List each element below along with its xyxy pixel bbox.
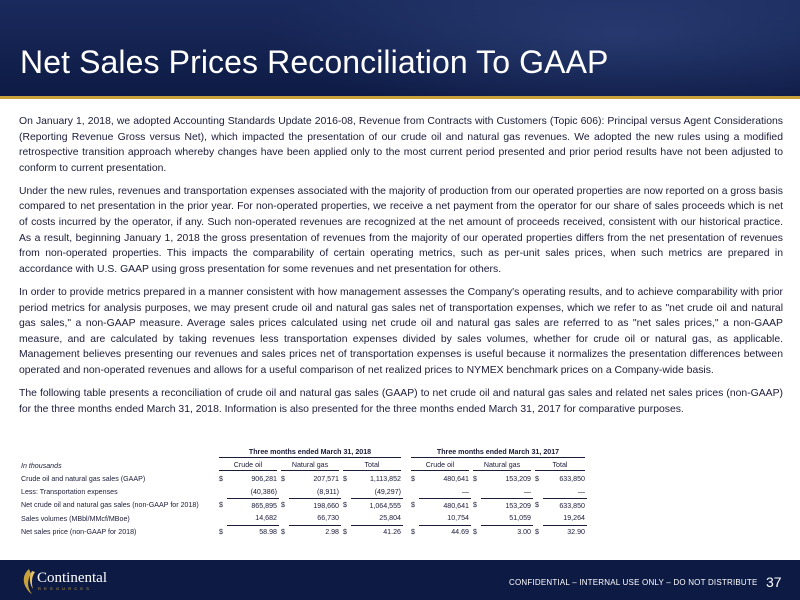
currency-symbol xyxy=(217,512,227,525)
currency-symbol: $ xyxy=(535,474,539,483)
period-header-2018: Three months ended March 31, 2018 xyxy=(217,446,403,459)
currency-symbol xyxy=(279,512,289,525)
currency-symbol xyxy=(533,486,543,499)
currency-symbol xyxy=(341,512,351,525)
currency-symbol: $ xyxy=(219,501,223,510)
currency-symbol xyxy=(341,486,351,499)
currency-symbol: $ xyxy=(343,474,347,483)
continental-logo-icon xyxy=(23,569,35,594)
table-cell: 19,264 xyxy=(543,511,587,526)
confidential-notice: CONFIDENTIAL – INTERNAL USE ONLY – DO NO… xyxy=(509,578,758,587)
column-header: Crude oil xyxy=(217,459,279,472)
footer-bar xyxy=(0,560,800,600)
row-label: Sales volumes (MBbl/MMcf/MBoe) xyxy=(21,514,130,523)
table-cell: 153,209 xyxy=(505,501,531,510)
table-cell: — xyxy=(543,485,587,500)
currency-symbol: $ xyxy=(281,474,285,483)
row-label: Less: Transportation expenses xyxy=(21,488,118,497)
table-cell: (40,386) xyxy=(227,485,279,500)
table-cell: 14,682 xyxy=(227,511,279,526)
table-cell: 633,850 xyxy=(559,501,585,510)
table-cell: 633,850 xyxy=(559,474,585,483)
currency-symbol xyxy=(409,512,419,525)
table-cell: (8,911) xyxy=(289,485,341,500)
paragraph-adoption: On January 1, 2018, we adopted Accountin… xyxy=(19,116,783,174)
table-cell: 32.90 xyxy=(567,527,585,536)
period-header-2017: Three months ended March 31, 2017 xyxy=(409,446,587,459)
paragraph-gross-presentation: Under the new rules, revenues and transp… xyxy=(19,185,783,275)
table-cell: 480,641 xyxy=(443,474,469,483)
currency-symbol xyxy=(533,512,543,525)
table-cell: 906,281 xyxy=(251,474,277,483)
banner-accent-line xyxy=(0,96,800,99)
page-number: 37 xyxy=(766,574,782,590)
table-row: Less: Transportation expenses (40,386) (8,… xyxy=(19,485,587,500)
table-cell: 10,754 xyxy=(419,511,471,526)
table-cell: 44.69 xyxy=(451,527,469,536)
currency-symbol: $ xyxy=(281,527,285,536)
table-cell: 2.98 xyxy=(325,527,339,536)
currency-symbol: $ xyxy=(219,474,223,483)
currency-symbol xyxy=(471,486,481,499)
currency-symbol: $ xyxy=(535,501,539,510)
currency-symbol: $ xyxy=(343,501,347,510)
column-header: Total xyxy=(341,459,403,472)
currency-symbol: $ xyxy=(411,527,415,536)
table-cell: — xyxy=(419,485,471,500)
table-cell: 25,804 xyxy=(351,511,403,526)
table-row: Sales volumes (MBbl/MMcf/MBoe) 14,682 66,7… xyxy=(19,511,587,526)
table-cell: (49,297) xyxy=(351,485,403,500)
currency-symbol: $ xyxy=(281,501,285,510)
table-cell: — xyxy=(481,485,533,500)
row-label: Crude oil and natural gas sales (GAAP) xyxy=(21,474,146,483)
page-title: Net Sales Prices Reconciliation To GAAP xyxy=(20,44,609,80)
reconciliation-table: Three months ended March 31, 2018 Three … xyxy=(19,446,587,538)
currency-symbol: $ xyxy=(473,501,477,510)
column-header: Natural gas xyxy=(279,459,341,472)
unit-label: In thousands xyxy=(21,461,62,470)
table-cell: 207,571 xyxy=(313,474,339,483)
currency-symbol xyxy=(279,486,289,499)
table-cell: 58.98 xyxy=(259,527,277,536)
table-cell: 198,660 xyxy=(313,501,339,510)
table-cell: 1,113,852 xyxy=(369,474,401,483)
paragraph-non-gaap-metrics: In order to provide metrics prepared in … xyxy=(19,286,783,376)
title-banner xyxy=(0,0,800,99)
currency-symbol: $ xyxy=(411,474,415,483)
column-header: Crude oil xyxy=(409,459,471,472)
table-cell: 66,730 xyxy=(289,511,341,526)
currency-symbol xyxy=(217,486,227,499)
table-row: Net crude oil and natural gas sales (non… xyxy=(19,499,587,512)
row-label: Net crude oil and natural gas sales (non… xyxy=(21,501,199,510)
logo-subtitle: RESOURCES xyxy=(38,586,93,591)
table-period-row: Three months ended March 31, 2018 Three … xyxy=(19,446,587,459)
table-cell: 865,895 xyxy=(251,501,277,510)
currency-symbol: $ xyxy=(535,527,539,536)
currency-symbol: $ xyxy=(411,501,415,510)
table-cell: 1,064,555 xyxy=(369,501,401,510)
table-cell: 3.00 xyxy=(517,527,531,536)
currency-symbol: $ xyxy=(343,527,347,536)
column-header: Natural gas xyxy=(471,459,533,472)
table-column-header-row: In thousands Crude oil Natural gas Total… xyxy=(19,459,587,472)
body-text: On January 1, 2018, we adopted Accountin… xyxy=(19,114,783,425)
table-body: Crude oil and natural gas sales (GAAP) $9… xyxy=(19,472,587,538)
table-row: Net sales price (non-GAAP for 2018) $58.9… xyxy=(19,525,587,538)
currency-symbol: $ xyxy=(473,474,477,483)
table-cell: 480,641 xyxy=(443,501,469,510)
currency-symbol xyxy=(471,512,481,525)
logo-wordmark: Continental xyxy=(37,570,107,586)
currency-symbol: $ xyxy=(473,527,477,536)
column-header: Total xyxy=(533,459,587,472)
table-cell: 41.26 xyxy=(383,527,401,536)
table-row: Crude oil and natural gas sales (GAAP) $9… xyxy=(19,472,587,485)
currency-symbol: $ xyxy=(219,527,223,536)
paragraph-table-intro: The following table presents a reconcili… xyxy=(19,388,783,415)
row-label: Net sales price (non-GAAP for 2018) xyxy=(21,527,137,536)
currency-symbol xyxy=(409,486,419,499)
table-cell: 153,209 xyxy=(505,474,531,483)
table-cell: 51,059 xyxy=(481,511,533,526)
